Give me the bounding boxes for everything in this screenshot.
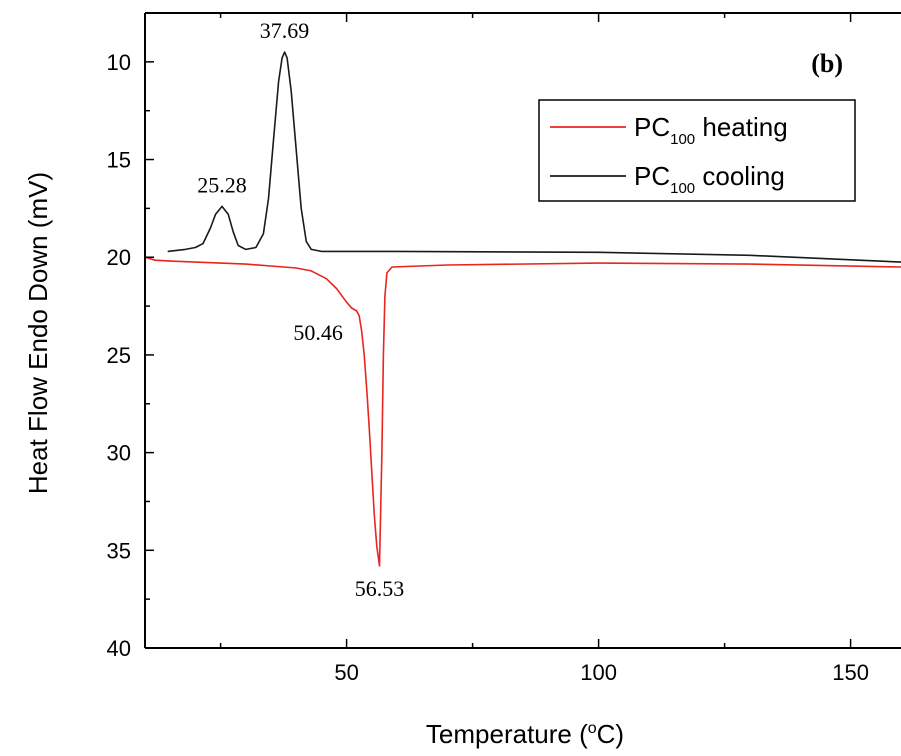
legend-entry: PC100 heating [634, 112, 788, 148]
series-line-heating [145, 256, 901, 567]
series-line-cooling [167, 51, 901, 263]
y-tick-label: 40 [107, 636, 131, 661]
panel-label: (b) [811, 49, 843, 78]
x-tick-label: 100 [580, 660, 617, 685]
peak-label: 37.69 [260, 18, 310, 43]
y-tick-label: 10 [107, 50, 131, 75]
x-tick-label: 150 [832, 660, 869, 685]
axes-layer: 50 100 150 10 15 20 25 30 35 40 Temperature (oC) He… [23, 12, 901, 749]
y-tick-label: 25 [107, 343, 131, 368]
y-tick-label: 15 [107, 148, 131, 173]
peak-label: 56.53 [355, 576, 405, 601]
peak-label: 50.46 [293, 320, 343, 345]
legend-box [538, 99, 856, 202]
series-layer [145, 51, 901, 567]
y-tick-label: 30 [107, 441, 131, 466]
x-axis-label: Temperature (oC) [426, 719, 624, 749]
x-tick-label: 50 [334, 660, 358, 685]
legend-entry: PC100 cooling [634, 161, 785, 197]
peak-label: 25.28 [197, 172, 247, 197]
y-tick-label: 35 [107, 538, 131, 563]
y-tick-label: 20 [107, 245, 131, 270]
y-axis-label: Heat Flow Endo Down (mV) [23, 172, 53, 494]
annotation-layer: 37.69 25.28 50.46 56.53 [197, 18, 404, 601]
legend: PC100 heating PC100 cooling [538, 99, 856, 202]
